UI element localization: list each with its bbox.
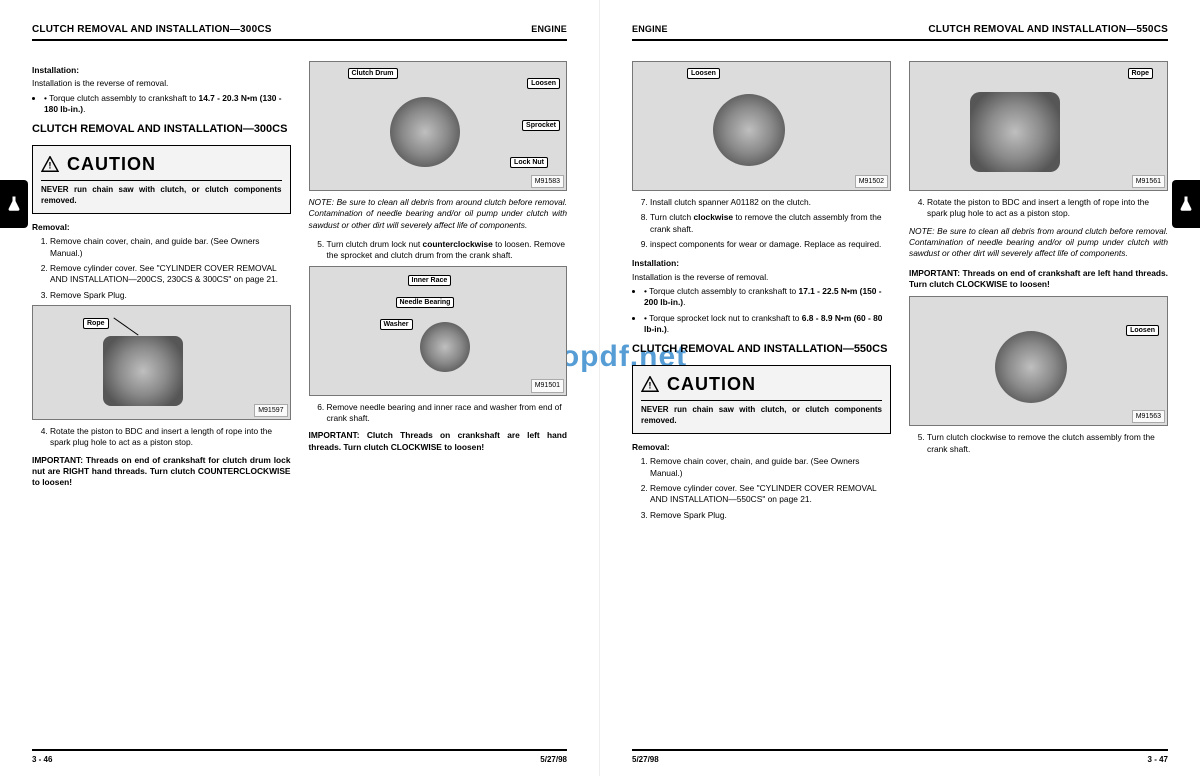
callout-clutch-drum: Clutch Drum (348, 68, 398, 79)
caution-box: ! CAUTION NEVER run chain saw with clutc… (32, 145, 291, 214)
note-clean-debris: NOTE: Be sure to clean all debris from a… (309, 197, 568, 231)
installation-heading: Installation: (632, 258, 891, 269)
header-title: CLUTCH REMOVAL AND INSTALLATION—550CS (928, 24, 1168, 35)
removal-step-9: inspect components for wear or damage. R… (650, 239, 891, 250)
removal-steps: Remove chain cover, chain, and guide bar… (632, 456, 891, 521)
column-2: Clutch Drum Loosen Sprocket Lock Nut M91… (309, 57, 568, 749)
figure-loosen-550cs: Loosen M91502 (632, 61, 891, 191)
callout-loosen: Loosen (1126, 325, 1159, 336)
page-right: ENGINE CLUTCH REMOVAL AND INSTALLATION—5… (600, 0, 1200, 776)
torque-bullet-2: • Torque sprocket lock nut to crankshaft… (644, 313, 891, 336)
removal-step-5: Turn clutch drum lock nut counterclockwi… (327, 239, 568, 262)
column-1: Loosen M91502 Install clutch spanner A01… (632, 57, 891, 749)
removal-step-1: Remove chain cover, chain, and guide bar… (50, 236, 291, 259)
footer-page: 3 - 47 (1148, 755, 1168, 764)
callout-locknut: Lock Nut (510, 157, 548, 168)
removal-steps-7-9: Install clutch spanner A01182 on the clu… (632, 197, 891, 250)
column-2: Rope M91561 Rotate the piston to BDC and… (909, 57, 1168, 749)
installation-line: Installation is the reverse of removal. (32, 78, 291, 89)
removal-heading: Removal: (32, 222, 291, 233)
caution-text: NEVER run chain saw with clutch, or clut… (41, 185, 282, 207)
page-left: CLUTCH REMOVAL AND INSTALLATION—300CS EN… (0, 0, 600, 776)
torque-list: • Torque clutch assembly to crankshaft t… (32, 93, 291, 116)
removal-step-4: Rotate the piston to BDC and insert a le… (50, 426, 291, 449)
removal-step-5-text: Turn clutch clockwise to remove the clut… (927, 432, 1168, 455)
figure-rope-550cs: Rope M91561 (909, 61, 1168, 191)
removal-step-7: Install clutch spanner A01182 on the clu… (650, 197, 891, 208)
callout-rope: Rope (1128, 68, 1154, 79)
removal-step-2: Remove cylinder cover. See "CYLINDER COV… (650, 483, 891, 506)
figure-needle-bearing: Inner Race Needle Bearing Washer M91501 (309, 266, 568, 396)
figure-code: M91502 (855, 175, 888, 188)
removal-step-5: Turn clutch clockwise to remove the clut… (909, 432, 1168, 455)
removal-step-6: Remove needle bearing and inner race and… (327, 402, 568, 425)
header-row: ENGINE CLUTCH REMOVAL AND INSTALLATION—5… (632, 24, 1168, 41)
footer-page: 3 - 46 (32, 755, 52, 764)
removal-steps-cont: Rotate the piston to BDC and insert a le… (32, 426, 291, 449)
removal-step-4: Rotate the piston to BDC and insert a le… (909, 197, 1168, 220)
callout-loosen: Loosen (687, 68, 720, 79)
removal-step-3: Remove Spark Plug. (650, 510, 891, 521)
removal-heading: Removal: (632, 442, 891, 453)
callout-sprocket: Sprocket (522, 120, 560, 131)
callout-inner-race: Inner Race (408, 275, 452, 286)
torque-bullet-1: • Torque clutch assembly to crankshaft t… (644, 286, 891, 309)
columns: Installation: Installation is the revers… (32, 57, 567, 749)
header-row: CLUTCH REMOVAL AND INSTALLATION—300CS EN… (32, 24, 567, 41)
header-section: ENGINE (531, 24, 567, 34)
svg-text:!: ! (648, 381, 651, 392)
caution-head: ! CAUTION (641, 372, 882, 401)
footer-date: 5/27/98 (632, 755, 659, 764)
header-section: ENGINE (632, 24, 668, 34)
callout-rope: Rope (83, 318, 109, 329)
figure-loosen-2: Loosen M91563 (909, 296, 1168, 426)
footer-date: 5/27/98 (540, 755, 567, 764)
removal-step-3: Remove Spark Plug. (50, 290, 291, 301)
figure-clutch-drum: Clutch Drum Loosen Sprocket Lock Nut M91… (309, 61, 568, 191)
callout-needle-bearing: Needle Bearing (396, 297, 455, 308)
torque-bullet: • Torque clutch assembly to crankshaft t… (44, 93, 291, 116)
header-title: CLUTCH REMOVAL AND INSTALLATION—300CS (32, 24, 272, 35)
footer: 3 - 46 5/27/98 (32, 749, 567, 764)
column-1: Installation: Installation is the revers… (32, 57, 291, 749)
important-note-2: IMPORTANT: Clutch Threads on crankshaft … (309, 430, 568, 453)
removal-step-8: Turn clutch clockwise to remove the clut… (650, 212, 891, 235)
figure-code: M91501 (531, 379, 564, 392)
warning-triangle-icon: ! (41, 156, 59, 172)
removal-steps: Remove chain cover, chain, and guide bar… (32, 236, 291, 301)
caution-head: ! CAUTION (41, 152, 282, 181)
figure-rope-300cs: Rope M91597 (32, 305, 291, 420)
installation-heading: Installation: (32, 65, 291, 76)
figure-code: M91561 (1132, 175, 1165, 188)
columns: Loosen M91502 Install clutch spanner A01… (632, 57, 1168, 749)
section-heading-300cs: CLUTCH REMOVAL AND INSTALLATION—300CS (32, 123, 291, 137)
caution-box: ! CAUTION NEVER run chain saw with clutc… (632, 365, 891, 434)
important-note: IMPORTANT: Threads on end of crankshaft … (909, 268, 1168, 291)
removal-steps-5: Turn clutch drum lock nut counterclockwi… (309, 239, 568, 262)
removal-steps-6: Remove needle bearing and inner race and… (309, 402, 568, 425)
callout-washer: Washer (380, 319, 413, 330)
caution-word: CAUTION (667, 372, 756, 396)
removal-step-1: Remove chain cover, chain, and guide bar… (650, 456, 891, 479)
figure-code: M91563 (1132, 410, 1165, 423)
section-heading-550cs: CLUTCH REMOVAL AND INSTALLATION—550CS (632, 343, 891, 357)
caution-text: NEVER run chain saw with clutch, or clut… (641, 405, 882, 427)
installation-line: Installation is the reverse of removal. (632, 272, 891, 283)
note-clean-debris: NOTE: Be sure to clean all debris from a… (909, 226, 1168, 260)
important-note-1: IMPORTANT: Threads on end of crankshaft … (32, 455, 291, 489)
svg-text:!: ! (48, 161, 51, 172)
removal-step-4-text: Rotate the piston to BDC and insert a le… (927, 197, 1168, 220)
footer: 5/27/98 3 - 47 (632, 749, 1168, 764)
figure-code: M91583 (531, 175, 564, 188)
figure-code: M91597 (254, 404, 287, 417)
torque-list: • Torque clutch assembly to crankshaft t… (632, 286, 891, 335)
warning-triangle-icon: ! (641, 376, 659, 392)
callout-loosen: Loosen (527, 78, 560, 89)
caution-word: CAUTION (67, 152, 156, 176)
removal-step-2: Remove cylinder cover. See "CYLINDER COV… (50, 263, 291, 286)
